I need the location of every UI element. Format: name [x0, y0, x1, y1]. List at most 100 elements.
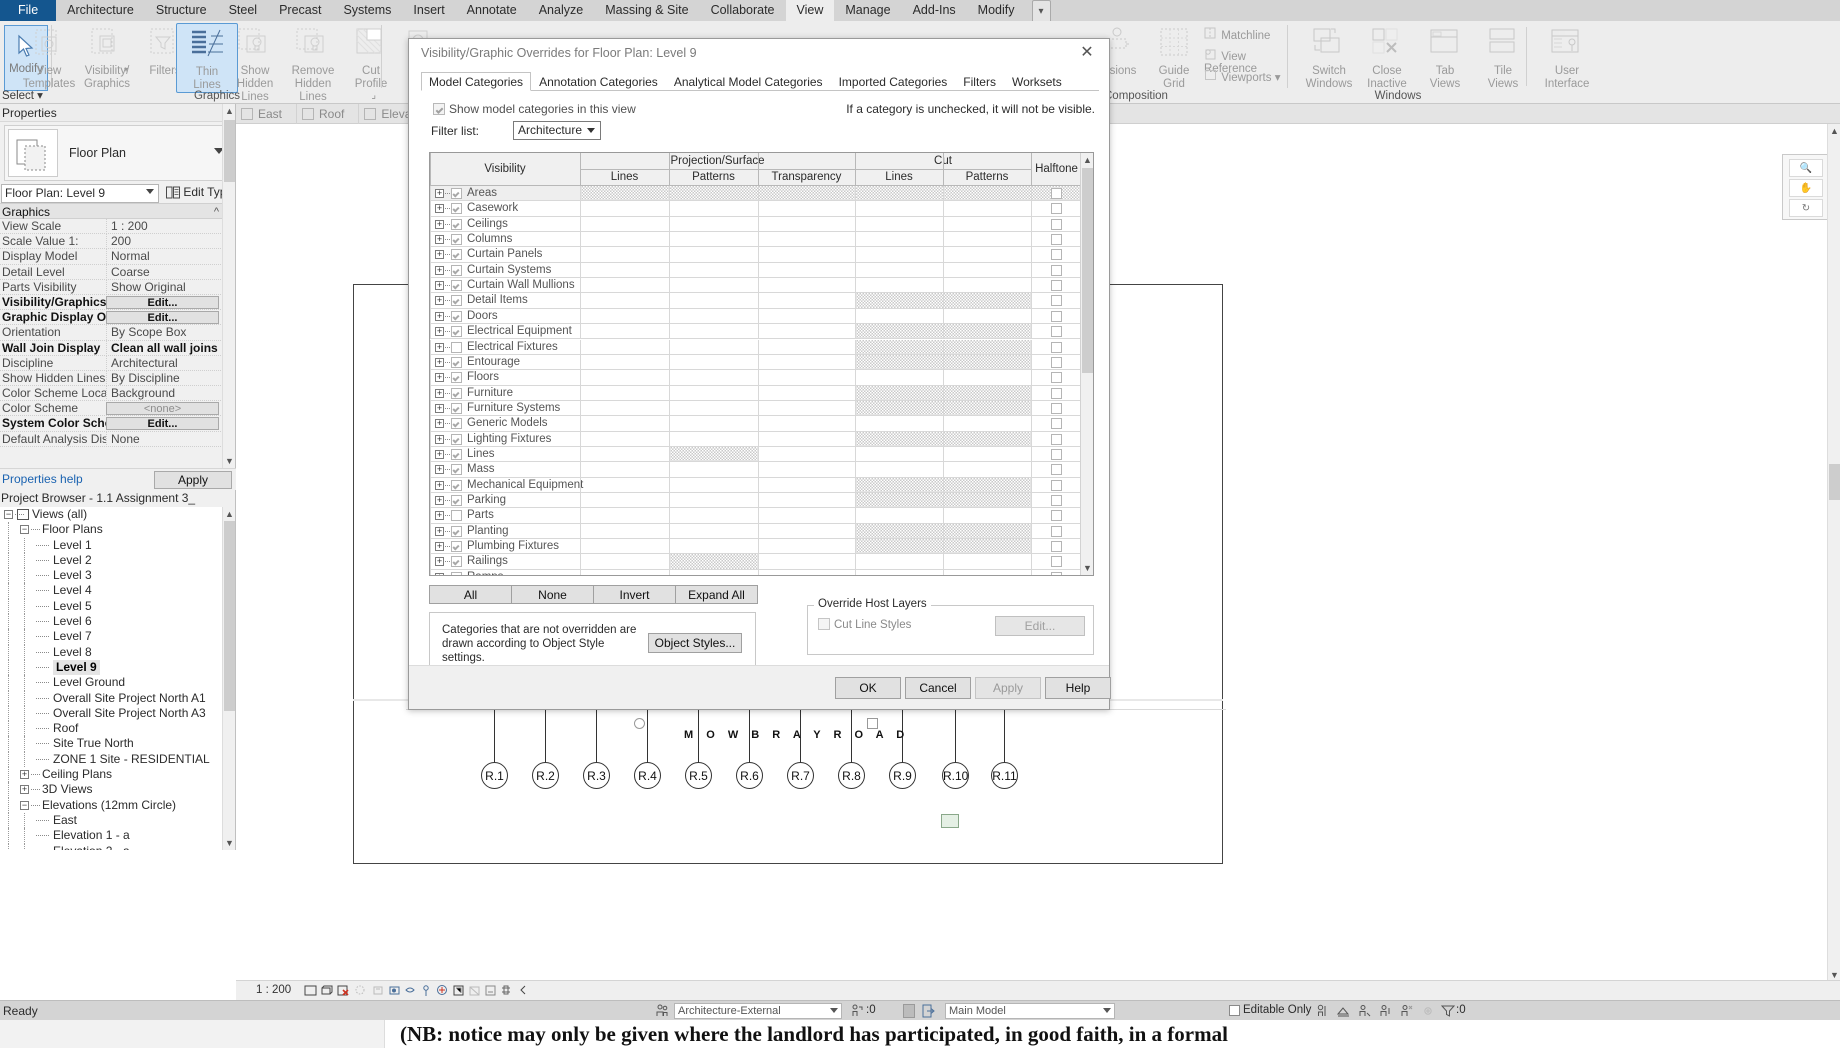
scrollbar-thumb[interactable]: [1829, 464, 1840, 500]
halftone-checkbox[interactable]: [1050, 541, 1062, 553]
category-checkbox[interactable]: [451, 234, 462, 246]
halftone-cell[interactable]: [1031, 493, 1082, 508]
table-row[interactable]: +MassBy View: [430, 462, 1093, 478]
table-row[interactable]: +Electrical EquipmentBy View: [430, 324, 1093, 340]
halftone-checkbox[interactable]: [1050, 264, 1062, 276]
view-tab-east[interactable]: East: [236, 104, 298, 124]
table-row[interactable]: +Mechanical EquipmentBy View: [430, 477, 1093, 493]
show-model-categories-checkbox[interactable]: [433, 103, 445, 115]
worksets-icon[interactable]: [1316, 1004, 1330, 1018]
ribbon-tab-massing-site[interactable]: Massing & Site: [605, 3, 689, 17]
halftone-cell[interactable]: [1031, 462, 1082, 477]
category-visibility-cell[interactable]: + Mass: [430, 462, 580, 477]
edit-type-button[interactable]: Edit Type: [166, 185, 233, 202]
expand-icon[interactable]: +: [435, 372, 444, 383]
ribbon-tab-collaborate[interactable]: Collaborate: [710, 3, 775, 17]
table-row[interactable]: +FurnitureBy View: [430, 385, 1093, 401]
halftone-cell[interactable]: [1031, 570, 1082, 575]
ribbon-button-show-hidden-lines[interactable]: Show Hidden Lines: [224, 25, 286, 104]
temp-view-props-icon[interactable]: [468, 984, 481, 997]
editable-only-checkbox[interactable]: [1229, 1005, 1240, 1016]
cut-line-styles-row[interactable]: Cut Line Styles: [818, 618, 911, 631]
halftone-checkbox[interactable]: [1050, 203, 1062, 215]
grid-bubble[interactable]: R.8: [838, 762, 865, 789]
ribbon-button-view-reference[interactable]: View Reference: [1204, 48, 1288, 75]
help-button[interactable]: Help: [1045, 677, 1111, 699]
gray-inactive-icon[interactable]: [1358, 1004, 1372, 1018]
halftone-checkbox[interactable]: [1050, 402, 1062, 414]
category-visibility-cell[interactable]: + Entourage: [430, 355, 580, 370]
table-row[interactable]: +RailingsBy View: [430, 554, 1093, 570]
grid-bubble[interactable]: R.9: [889, 762, 916, 789]
property-row[interactable]: Orientation By Scope Box: [0, 325, 235, 341]
ribbon-button-tab-views[interactable]: Tab Views: [1414, 25, 1476, 91]
halftone-cell[interactable]: [1031, 309, 1082, 324]
category-visibility-cell[interactable]: + Planting: [430, 524, 580, 539]
project-browser-node[interactable]: Level 6: [0, 614, 222, 630]
halftone-cell[interactable]: [1031, 386, 1082, 401]
table-row[interactable]: +CeilingsBy View: [430, 216, 1093, 233]
canvas-vertical-scrollbar[interactable]: ▲ ▼: [1827, 124, 1840, 982]
expand-icon[interactable]: +: [435, 341, 444, 352]
ribbon-button-remove-hidden-lines[interactable]: Remove Hidden Lines: [282, 25, 344, 104]
project-browser-node[interactable]: Level 8: [0, 644, 222, 660]
halftone-cell[interactable]: [1031, 432, 1082, 447]
property-edit-button[interactable]: Edit...: [106, 417, 219, 431]
category-checkbox[interactable]: [451, 218, 462, 230]
halftone-checkbox[interactable]: [1050, 280, 1062, 292]
expand-icon[interactable]: +: [435, 556, 444, 567]
ribbon-tab-precast[interactable]: Precast: [279, 3, 322, 17]
scroll-up-icon[interactable]: ▲: [1830, 126, 1839, 136]
halftone-cell[interactable]: [1031, 539, 1082, 554]
table-row[interactable]: +ColumnsBy View: [430, 232, 1093, 248]
project-browser-node[interactable]: Level Ground: [0, 675, 222, 691]
expand-icon[interactable]: +: [435, 433, 444, 444]
expand-all-button[interactable]: Expand All: [675, 585, 758, 604]
expand-icon[interactable]: +: [435, 495, 444, 505]
category-checkbox[interactable]: [451, 448, 462, 460]
category-checkbox[interactable]: [451, 295, 462, 307]
scale-icon[interactable]: [304, 984, 317, 997]
scroll-down-icon[interactable]: ▼: [1083, 563, 1092, 573]
halftone-cell[interactable]: [1031, 324, 1082, 339]
property-row[interactable]: Graphic Display Opt...Edit...: [0, 310, 235, 326]
properties-scrollbar[interactable]: ▲ ▼: [222, 104, 235, 490]
view-navigation-bar[interactable]: 🔍 ✋ ↻: [1782, 154, 1830, 220]
grid-bubble[interactable]: R.2: [532, 762, 559, 789]
expand-icon[interactable]: +: [20, 769, 29, 780]
halftone-cell[interactable]: [1031, 232, 1082, 247]
property-row[interactable]: View Scale 1 : 200: [0, 219, 235, 235]
category-checkbox[interactable]: [451, 571, 462, 575]
property-edit-button[interactable]: Edit...: [106, 295, 219, 309]
ribbon-tab-view[interactable]: View: [785, 0, 835, 21]
halftone-checkbox[interactable]: [1050, 525, 1062, 537]
invert-button[interactable]: Invert: [593, 585, 676, 604]
project-browser-node[interactable]: Level 5: [0, 598, 222, 615]
ribbon-button-cut-profile[interactable]: Cut Profile: [340, 25, 402, 91]
project-browser-node[interactable]: Level 4: [0, 583, 222, 599]
ribbon-button-visibility-graphics[interactable]: Visibility/Graphics: [76, 25, 138, 91]
project-browser-node[interactable]: Level 7: [0, 629, 222, 645]
category-visibility-cell[interactable]: + Casework: [430, 201, 580, 216]
category-visibility-cell[interactable]: + Ramps: [430, 570, 580, 575]
property-edit-button[interactable]: Edit...: [106, 311, 219, 325]
scroll-up-icon[interactable]: ▲: [225, 509, 234, 519]
exclude-options-icon[interactable]: [922, 1004, 936, 1018]
category-visibility-cell[interactable]: + Electrical Equipment: [430, 324, 580, 339]
dialog-tab-imported-categories[interactable]: Imported Categories: [838, 75, 948, 89]
ribbon-tab-structure[interactable]: Structure: [155, 3, 207, 17]
halftone-cell[interactable]: [1031, 416, 1082, 431]
halftone-cell[interactable]: [1031, 278, 1082, 293]
expand-icon[interactable]: +: [435, 280, 444, 291]
properties-group-graphics[interactable]: Graphics ^: [0, 203, 235, 219]
halftone-cell[interactable]: [1031, 340, 1082, 355]
halftone-checkbox[interactable]: [1050, 326, 1062, 338]
view-tab-roof[interactable]: Roof: [297, 104, 360, 124]
category-visibility-cell[interactable]: + Parking: [430, 493, 580, 508]
project-browser-node[interactable]: Roof: [0, 721, 222, 737]
chevron-down-icon[interactable]: ▾: [124, 65, 129, 74]
dialog-tab-analytical-model-categories[interactable]: Analytical Model Categories: [673, 75, 823, 89]
table-row[interactable]: +ParkingBy View: [430, 493, 1093, 509]
active-workset-icon[interactable]: [1336, 1004, 1351, 1018]
halftone-checkbox[interactable]: [1050, 234, 1062, 246]
